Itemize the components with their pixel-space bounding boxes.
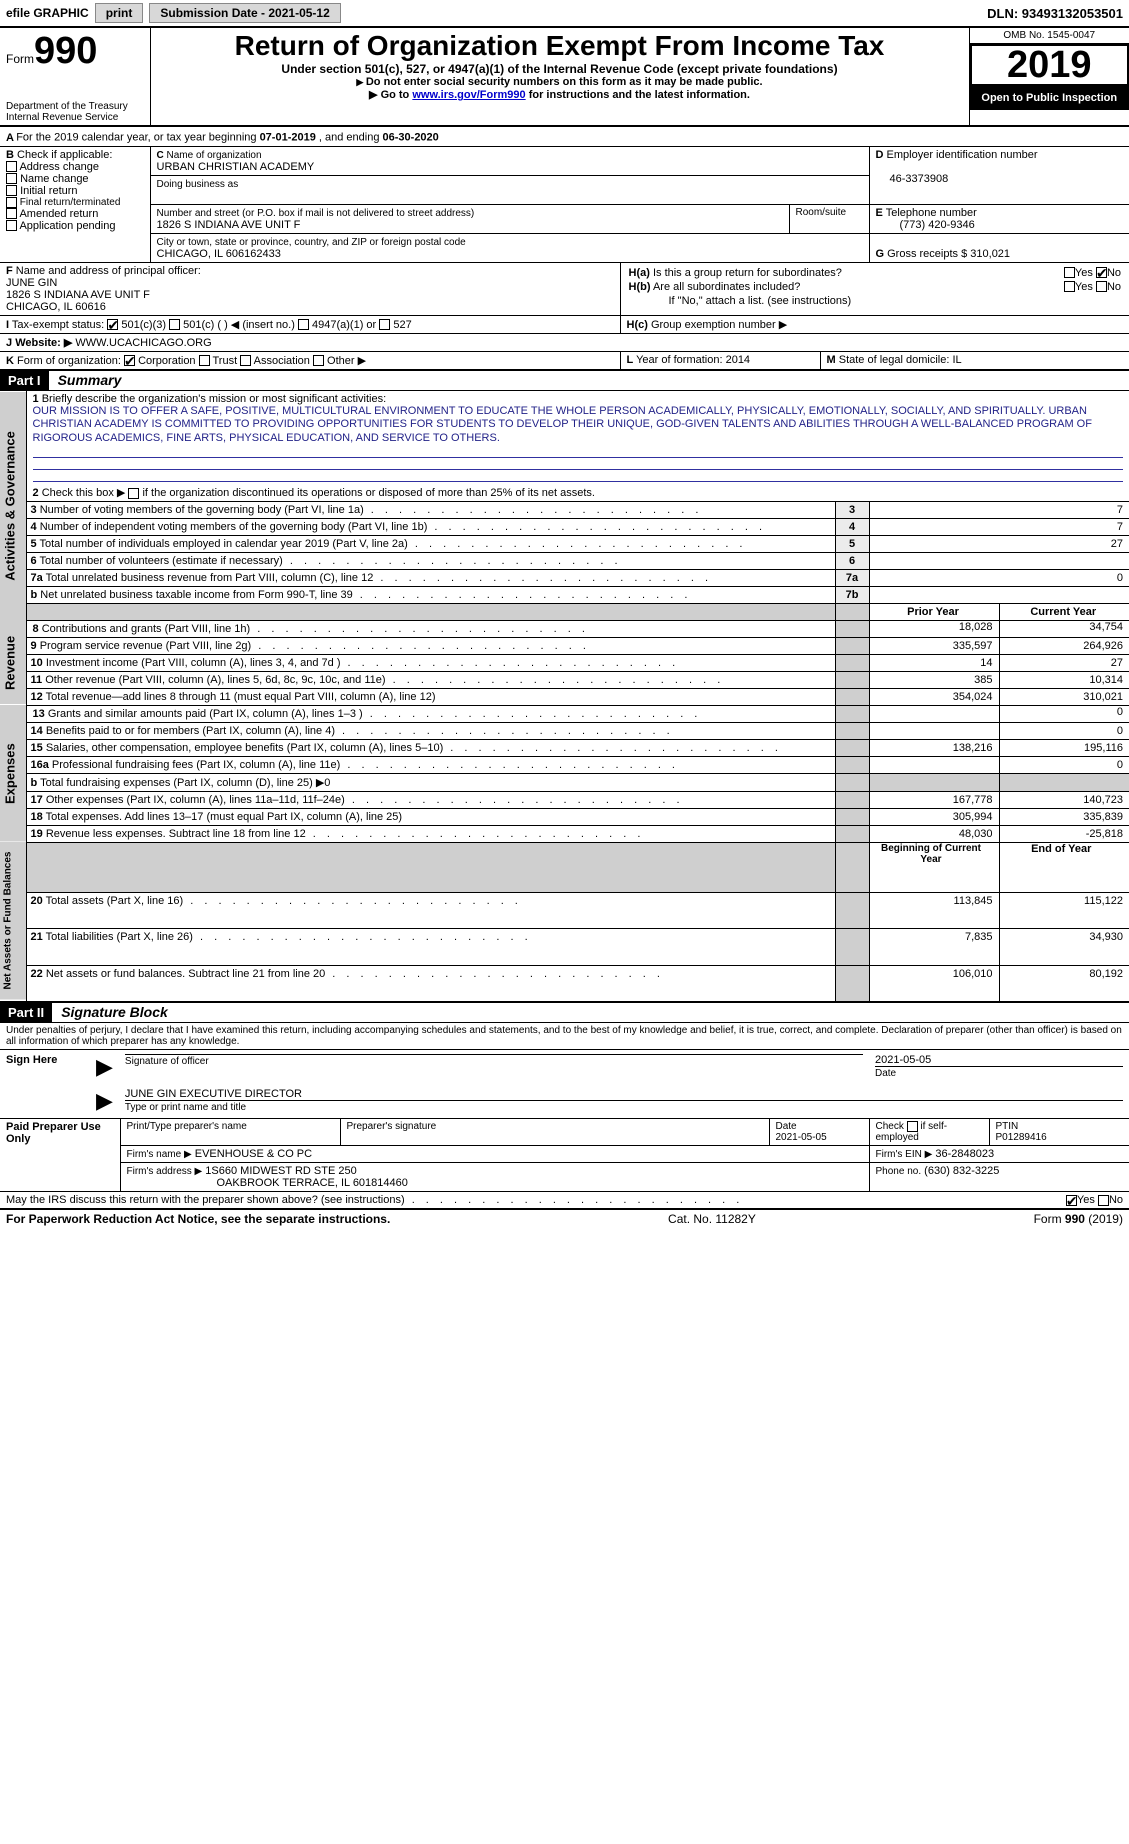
phone-value: (773) 420-9346 bbox=[876, 219, 975, 231]
firm-phone: (630) 832-3225 bbox=[924, 1165, 999, 1177]
firm-name: EVENHOUSE & CO PC bbox=[195, 1148, 312, 1160]
dept-label: Department of the Treasury bbox=[6, 101, 144, 112]
ssn-warning: Do not enter social security numbers on … bbox=[157, 76, 963, 88]
part2-header: Part II bbox=[0, 1003, 52, 1022]
chk-final-return[interactable]: Final return/terminated bbox=[6, 197, 144, 208]
group-return-yn[interactable]: Yes No bbox=[1017, 267, 1121, 279]
chk-application-pending[interactable]: Application pending bbox=[6, 220, 144, 232]
chk-association[interactable] bbox=[240, 355, 251, 366]
gov-row-7b: b Net unrelated business taxable income … bbox=[0, 586, 1129, 603]
gov-row-3: 3 Number of voting members of the govern… bbox=[0, 501, 1129, 518]
goto-line: ▶ Go to www.irs.gov/Form990 for instruct… bbox=[157, 88, 963, 101]
org-street: 1826 S INDIANA AVE UNIT F bbox=[157, 219, 301, 231]
form-header: Form990 Department of the Treasury Inter… bbox=[0, 28, 1129, 127]
org-name: URBAN CHRISTIAN ACADEMY bbox=[157, 161, 315, 173]
tab-net-assets: Net Assets or Fund Balances bbox=[0, 842, 26, 1001]
part1-header: Part I bbox=[0, 371, 49, 390]
instructions-link[interactable]: www.irs.gov/Form990 bbox=[412, 89, 525, 101]
ptin-value: P01289416 bbox=[996, 1132, 1047, 1143]
form-number: Form990 bbox=[6, 30, 144, 73]
omb-label: OMB No. 1545-0047 bbox=[970, 28, 1129, 44]
irs-label: Internal Revenue Service bbox=[6, 112, 144, 123]
part2-title: Signature Block bbox=[55, 1004, 168, 1020]
chk-name-change[interactable]: Name change bbox=[6, 173, 144, 185]
gross-receipts: 310,021 bbox=[970, 248, 1010, 260]
chk-discuss-yes[interactable] bbox=[1066, 1195, 1077, 1206]
org-city: CHICAGO, IL 606162433 bbox=[157, 248, 281, 260]
subordinates-yn[interactable]: Yes No bbox=[1017, 281, 1121, 293]
mission-text: OUR MISSION IS TO OFFER A SAFE, POSITIVE… bbox=[33, 405, 1124, 446]
tab-expenses: Expenses bbox=[0, 705, 26, 842]
dln-label: DLN: 93493132053501 bbox=[987, 6, 1123, 21]
chk-527[interactable] bbox=[379, 319, 390, 330]
form-title: Return of Organization Exempt From Incom… bbox=[157, 30, 963, 62]
chk-501c3[interactable] bbox=[107, 319, 118, 330]
efile-label: efile GRAPHIC bbox=[6, 6, 89, 20]
sign-date: 2021-05-05 bbox=[875, 1054, 1123, 1066]
chk-4947[interactable] bbox=[298, 319, 309, 330]
chk-corporation[interactable] bbox=[124, 355, 135, 366]
officer-name-title: JUNE GIN EXECUTIVE DIRECTOR bbox=[125, 1088, 1123, 1100]
chk-trust[interactable] bbox=[199, 355, 210, 366]
state-domicile: IL bbox=[952, 354, 961, 366]
sign-here-block: Sign Here ▶ Signature of officer 2021-05… bbox=[0, 1050, 1129, 1119]
declaration-text: Under penalties of perjury, I declare th… bbox=[0, 1023, 1129, 1050]
page-footer: For Paperwork Reduction Act Notice, see … bbox=[0, 1210, 1129, 1228]
chk-discontinued[interactable] bbox=[128, 488, 139, 499]
chk-address-change[interactable]: Address change bbox=[6, 161, 144, 173]
part1-title: Summary bbox=[52, 372, 122, 388]
ein-value: 46-3373908 bbox=[876, 173, 949, 185]
form-subtitle: Under section 501(c), 527, or 4947(a)(1)… bbox=[157, 62, 963, 76]
chk-amended-return[interactable]: Amended return bbox=[6, 208, 144, 220]
chk-501c[interactable] bbox=[169, 319, 180, 330]
top-bar: efile GRAPHIC print Submission Date - 20… bbox=[0, 0, 1129, 28]
tab-governance: Activities & Governance bbox=[0, 391, 26, 621]
firm-ein: 36-2848023 bbox=[935, 1148, 994, 1160]
chk-discuss-no[interactable] bbox=[1098, 1195, 1109, 1206]
gov-row-6: 6 Total number of volunteers (estimate i… bbox=[0, 552, 1129, 569]
room-suite-label: Room/suite bbox=[789, 204, 869, 233]
year-formation: 2014 bbox=[726, 354, 750, 366]
preparer-date: 2021-05-05 bbox=[776, 1132, 827, 1143]
officer-group-row: F Name and address of principal officer:… bbox=[0, 262, 1129, 315]
tab-revenue: Revenue bbox=[0, 620, 26, 705]
paid-preparer-block: Paid Preparer Use Only Print/Type prepar… bbox=[0, 1119, 1129, 1192]
print-button[interactable]: print bbox=[95, 3, 144, 23]
gov-row-5: 5 Total number of individuals employed i… bbox=[0, 535, 1129, 552]
discuss-line: May the IRS discuss this return with the… bbox=[0, 1192, 1129, 1210]
period-line: A For the 2019 calendar year, or tax yea… bbox=[0, 127, 1129, 147]
gov-row-7a: 7a Total unrelated business revenue from… bbox=[0, 569, 1129, 586]
gov-row-4: 4 Number of independent voting members o… bbox=[0, 518, 1129, 535]
entity-info-grid: B Check if applicable: Address change Na… bbox=[0, 147, 1129, 262]
chk-initial-return[interactable]: Initial return bbox=[6, 185, 144, 197]
submission-date-button[interactable]: Submission Date - 2021-05-12 bbox=[149, 3, 340, 23]
summary-table: Activities & Governance 1 Briefly descri… bbox=[0, 391, 1129, 1001]
chk-other[interactable] bbox=[313, 355, 324, 366]
website-value: WWW.UCACHICAGO.ORG bbox=[75, 337, 211, 349]
open-public-box: Open to Public Inspection bbox=[970, 86, 1129, 110]
officer-name: JUNE GIN bbox=[6, 277, 57, 289]
tax-year: 2019 bbox=[972, 46, 1128, 84]
chk-self-employed[interactable] bbox=[907, 1121, 918, 1132]
